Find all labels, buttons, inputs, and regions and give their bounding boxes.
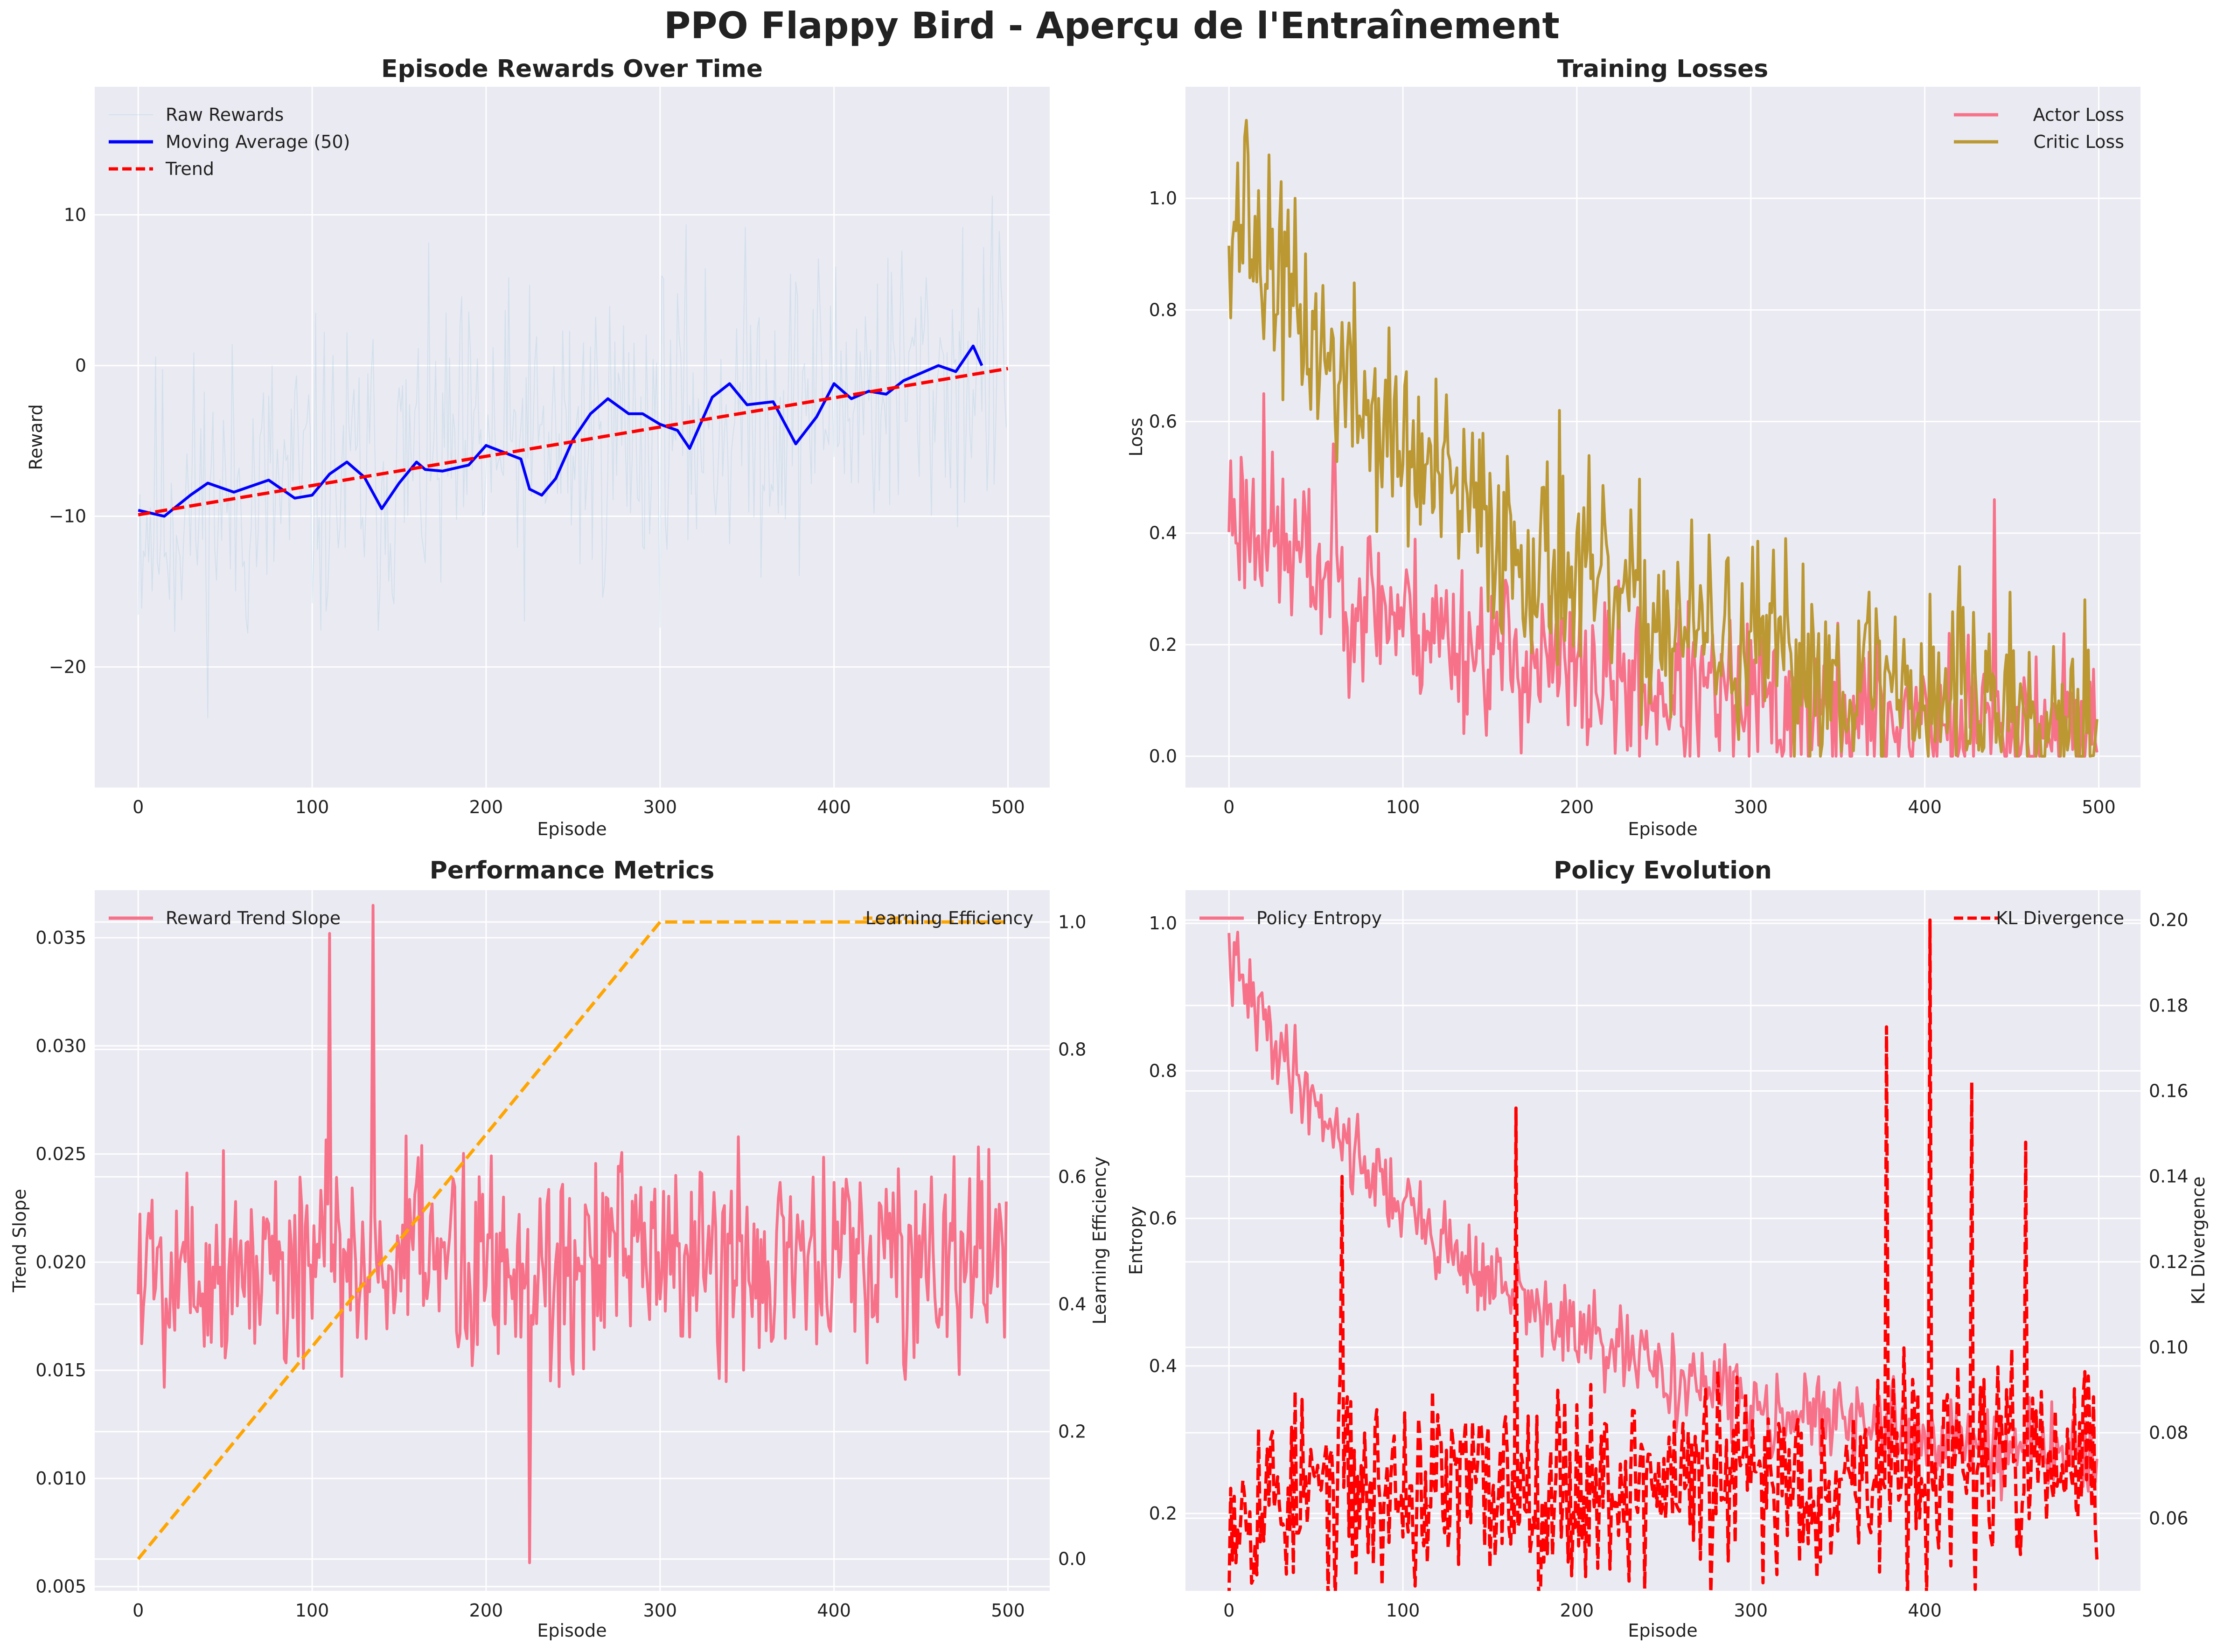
chart-losses-title: Training Losses: [1557, 55, 1769, 83]
policy-y2tick-label: 0.12: [2149, 1252, 2189, 1272]
losses-ytick-label: 0.8: [1149, 300, 1177, 320]
policy-y2tick-label: 0.18: [2149, 995, 2189, 1016]
performance-ytick-label: 0.015: [35, 1360, 86, 1380]
policy-legend-label-1: KL Divergence: [1996, 908, 2124, 928]
performance-xtick-label: 400: [817, 1600, 851, 1621]
rewards-xtick-label: 0: [132, 797, 144, 817]
chart-performance-title: Performance Metrics: [430, 857, 715, 885]
performance-xtick-label: 0: [132, 1600, 144, 1621]
rewards-xtick-label: 200: [469, 797, 503, 817]
performance-y2tick-label: 0.8: [1058, 1039, 1086, 1060]
losses-xtick-label: 100: [1386, 797, 1420, 817]
performance-ytick-label: 0.030: [35, 1036, 86, 1056]
rewards-xtick-label: 400: [817, 797, 851, 817]
performance-ytick-label: 0.025: [35, 1144, 86, 1164]
losses-xtick-label: 500: [2082, 797, 2116, 817]
losses-ytick-label: 0.2: [1149, 634, 1177, 655]
policy-y2tick-label: 0.10: [2149, 1337, 2189, 1358]
performance-xtick-label: 100: [295, 1600, 329, 1621]
chart-rewards-ylabel: Reward: [26, 404, 46, 470]
rewards-legend-label-1: Moving Average (50): [166, 132, 350, 152]
rewards-legend-label-2: Trend: [165, 159, 214, 179]
chart-rewards-title: Episode Rewards Over Time: [381, 55, 763, 83]
policy-y2tick-label: 0.20: [2149, 910, 2189, 930]
policy-series-1: [1227, 918, 2099, 1591]
policy-y2tick-label: 0.06: [2149, 1508, 2189, 1528]
policy-ytick-label: 0.4: [1149, 1356, 1177, 1376]
rewards-ytick-label: −10: [49, 506, 86, 527]
losses-ytick-label: 1.0: [1149, 188, 1177, 209]
losses-series-0: [1227, 392, 2099, 758]
figure-title: PPO Flappy Bird - Aperçu de l'Entraîneme…: [664, 5, 1560, 47]
chart-performance-ylabel: Trend Slope: [9, 1189, 30, 1293]
policy-xtick-label: 400: [1908, 1600, 1942, 1621]
rewards-xtick-label: 500: [991, 797, 1025, 817]
rewards-legend-label-0: Raw Rewards: [166, 105, 284, 125]
chart-performance: Performance Metrics Episode Trend Slope …: [9, 857, 1110, 1641]
policy-xtick-label: 0: [1223, 1600, 1234, 1621]
chart-losses-ylabel: Loss: [1126, 418, 1146, 456]
chart-performance-xlabel: Episode: [537, 1620, 607, 1641]
chart-rewards-xlabel: Episode: [537, 819, 607, 839]
chart-losses-xlabel: Episode: [1628, 819, 1697, 839]
performance-xtick-label: 200: [469, 1600, 503, 1621]
losses-xtick-label: 400: [1908, 797, 1942, 817]
losses-xtick-label: 300: [1734, 797, 1768, 817]
losses-ytick-label: 0.4: [1149, 523, 1177, 544]
rewards-ytick-label: 10: [64, 205, 86, 225]
performance-ytick-label: 0.020: [35, 1252, 86, 1272]
performance-y2tick-label: 1.0: [1058, 912, 1086, 932]
losses-xtick-label: 0: [1223, 797, 1234, 817]
rewards-xtick-label: 100: [295, 797, 329, 817]
performance-legend-label-0: Reward Trend Slope: [166, 908, 341, 928]
performance-xtick-label: 300: [643, 1600, 677, 1621]
performance-ytick-label: 0.005: [35, 1576, 86, 1597]
losses-legend-label-1: Critic Loss: [2034, 132, 2125, 152]
policy-ytick-label: 1.0: [1149, 913, 1177, 934]
chart-performance-y2label: Learning Efficiency: [1089, 1157, 1110, 1324]
performance-ytick-label: 0.035: [35, 927, 86, 948]
policy-legend-label-0: Policy Entropy: [1256, 908, 1382, 928]
policy-xtick-label: 300: [1734, 1600, 1768, 1621]
rewards-ytick-label: −20: [49, 657, 86, 677]
losses-ytick-label: 0.0: [1149, 746, 1177, 767]
performance-y2tick-label: 0.4: [1058, 1294, 1086, 1315]
performance-y2tick-label: 0.6: [1058, 1166, 1086, 1187]
performance-y2tick-label: 0.0: [1058, 1549, 1086, 1569]
policy-xtick-label: 100: [1386, 1600, 1420, 1621]
losses-legend-label-0: Actor Loss: [2033, 105, 2124, 125]
performance-xtick-label: 500: [991, 1600, 1025, 1621]
chart-policy-xlabel: Episode: [1628, 1620, 1697, 1641]
losses-ytick-label: 0.6: [1149, 411, 1177, 432]
policy-ytick-label: 0.8: [1149, 1060, 1177, 1081]
performance-series-0: [137, 904, 1008, 1564]
policy-xtick-label: 500: [2082, 1600, 2116, 1621]
chart-policy-y2label: KL Divergence: [2188, 1177, 2209, 1305]
rewards-ytick-label: 0: [75, 355, 86, 376]
policy-y2tick-label: 0.16: [2149, 1080, 2189, 1101]
chart-policy-title: Policy Evolution: [1554, 857, 1772, 885]
losses-xtick-label: 200: [1560, 797, 1594, 817]
losses-series-1: [1227, 118, 2099, 758]
performance-series-1: [137, 920, 1008, 1560]
rewards-series-2: [138, 367, 1009, 516]
policy-y2tick-label: 0.08: [2149, 1422, 2189, 1443]
chart-policy: Policy Evolution Episode Entropy KL Dive…: [1126, 857, 2209, 1641]
performance-legend-label-1: Learning Efficiency: [865, 908, 1033, 928]
rewards-series-0: [138, 195, 1007, 718]
chart-rewards: Episode Rewards Over Time Episode Reward…: [26, 55, 1050, 839]
rewards-xtick-label: 300: [643, 797, 677, 817]
performance-ytick-label: 0.010: [35, 1468, 86, 1489]
chart-losses: Training Losses Episode Loss 0 100 200 300 4…: [1126, 55, 2140, 839]
policy-ytick-label: 0.6: [1149, 1208, 1177, 1229]
policy-xtick-label: 200: [1560, 1600, 1594, 1621]
chart-policy-ylabel: Entropy: [1126, 1206, 1146, 1275]
performance-y2tick-label: 0.2: [1058, 1422, 1086, 1442]
policy-ytick-label: 0.2: [1149, 1503, 1177, 1524]
policy-y2tick-label: 0.14: [2149, 1166, 2189, 1187]
